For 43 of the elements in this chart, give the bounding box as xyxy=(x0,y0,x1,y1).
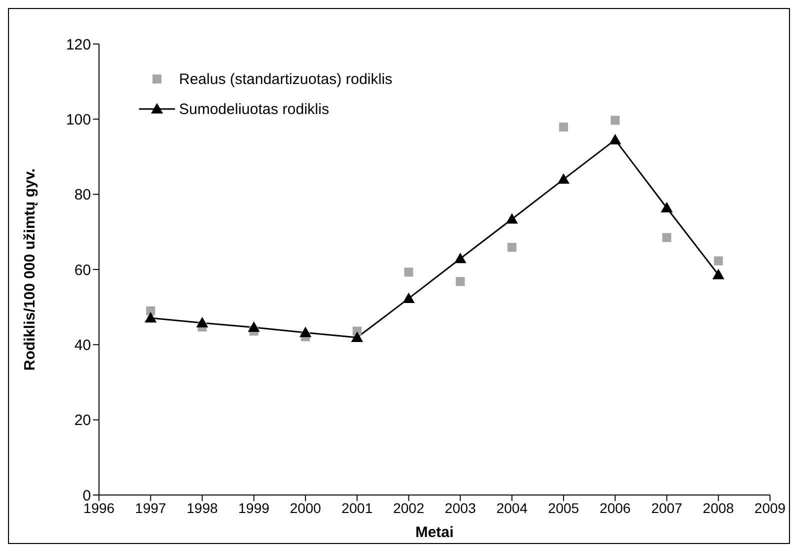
point xyxy=(609,134,622,144)
point xyxy=(507,242,516,252)
x-tick-label: 2001 xyxy=(342,500,373,516)
legend-label: Realus (standartizuotas) rodiklis xyxy=(179,70,392,88)
point xyxy=(662,233,672,242)
point xyxy=(402,292,415,303)
point xyxy=(506,213,518,224)
x-tick-label: 2007 xyxy=(651,500,683,516)
point xyxy=(456,277,465,286)
point xyxy=(610,116,620,125)
x-tick-label: 2005 xyxy=(548,500,580,516)
x-tick-label: 1998 xyxy=(186,500,218,516)
x-tick-label: 2000 xyxy=(290,500,322,516)
point xyxy=(714,256,723,266)
y-tick-label: 80 xyxy=(74,186,91,204)
x-tick-label: 2004 xyxy=(496,500,528,516)
point xyxy=(248,321,260,332)
y-tick-label: 60 xyxy=(74,262,91,279)
x-tick-label: 1997 xyxy=(135,500,166,516)
legend-label: Sumodeliuotas rodiklis xyxy=(179,100,330,118)
point xyxy=(660,202,673,212)
point xyxy=(559,122,568,132)
point xyxy=(712,268,724,280)
point xyxy=(146,306,156,316)
x-tick-label: 2003 xyxy=(444,500,476,516)
y-tick-label: 120 xyxy=(66,36,91,54)
point xyxy=(351,332,364,342)
x-tick-label: 2009 xyxy=(754,500,786,516)
x-tick-label: 2002 xyxy=(393,500,424,516)
x-axis-title: Metai xyxy=(415,524,454,541)
x-tick-label: 1999 xyxy=(238,500,270,516)
point xyxy=(454,252,466,264)
y-tick-label: 100 xyxy=(66,111,91,128)
point xyxy=(196,316,208,328)
x-tick-label: 2006 xyxy=(600,500,631,516)
point xyxy=(404,268,414,277)
y-tick-label: 40 xyxy=(74,336,91,354)
y-tick-label: 20 xyxy=(74,412,91,430)
x-tick-label: 2008 xyxy=(702,500,734,516)
point xyxy=(299,326,312,338)
y-axis-title: Rodiklis/100 000 užimtų gyv. xyxy=(21,168,38,371)
point xyxy=(558,173,570,184)
point xyxy=(144,312,157,322)
